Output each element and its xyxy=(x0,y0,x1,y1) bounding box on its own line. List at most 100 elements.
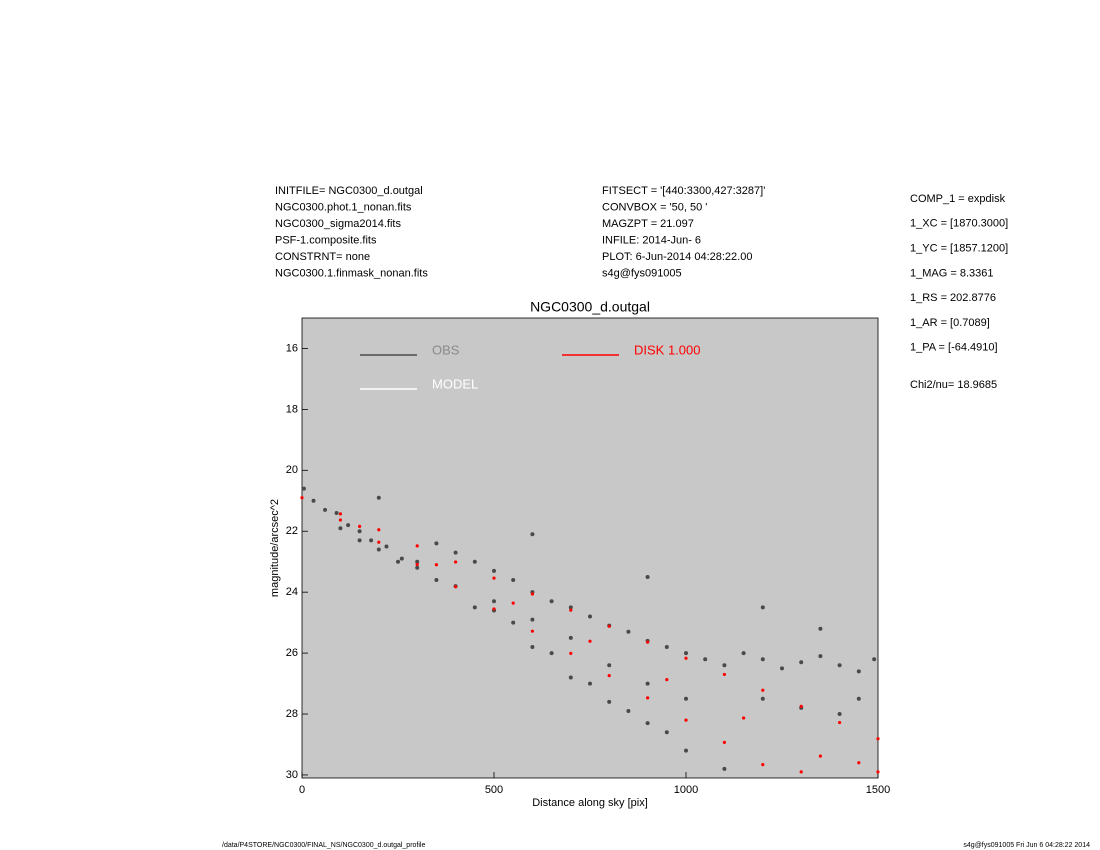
data-point xyxy=(684,718,688,722)
data-point xyxy=(323,507,328,512)
data-point xyxy=(818,626,823,631)
param-line: COMP_1 = expdisk xyxy=(910,193,1006,205)
footer-stamp: s4g@fys091005 Fri Jun 6 04:28:22 2014 xyxy=(963,842,1090,849)
param-line: 1_AR = [0.7089] xyxy=(910,317,990,329)
data-point xyxy=(665,678,669,682)
chi2: Chi2/nu= 18.9685 xyxy=(910,379,997,391)
data-point xyxy=(568,635,573,640)
data-point xyxy=(799,704,803,709)
data-point xyxy=(384,544,389,549)
x-tick-label: 0 xyxy=(299,784,305,796)
data-point xyxy=(454,585,458,589)
x-tick-label: 500 xyxy=(485,784,503,796)
data-point xyxy=(761,688,765,692)
data-point xyxy=(568,675,573,680)
data-point xyxy=(607,624,611,628)
data-point xyxy=(530,645,535,650)
header-line: FITSECT = '[440:3300,427:3287]' xyxy=(602,185,765,197)
data-point xyxy=(415,562,419,567)
data-point xyxy=(645,681,650,686)
data-point xyxy=(760,696,765,701)
data-point xyxy=(334,510,339,515)
x-tick-label: 1500 xyxy=(866,784,890,796)
data-point xyxy=(530,532,535,537)
data-point xyxy=(415,565,420,570)
data-point xyxy=(434,541,439,546)
data-point xyxy=(472,559,477,564)
data-point xyxy=(415,544,419,548)
data-point xyxy=(568,605,573,610)
header: INITFILE= NGC0300_d.outgal NGC0300.phot.1… xyxy=(275,185,1008,391)
data-point xyxy=(837,663,842,668)
data-point xyxy=(530,629,535,633)
data-point xyxy=(876,770,880,774)
data-point xyxy=(646,696,650,700)
plot: OBS MODEL DISK 1.000 xyxy=(300,342,880,778)
data-point xyxy=(588,681,592,686)
data-point xyxy=(741,651,746,656)
data-point xyxy=(472,605,477,610)
header-line: INITFILE= NGC0300_d.outgal xyxy=(275,185,423,197)
data-point xyxy=(742,716,746,720)
data-point xyxy=(761,762,765,767)
data-point xyxy=(300,496,304,500)
header-line: NGC0300.phot.1_nonan.fits xyxy=(275,201,412,213)
data-point xyxy=(376,547,381,552)
data-point xyxy=(511,620,516,625)
data-point xyxy=(492,607,496,611)
data-point xyxy=(301,486,306,491)
y-tick-label: 24 xyxy=(286,586,298,598)
data-point xyxy=(357,529,362,534)
data-point xyxy=(588,614,592,619)
chart-title: NGC0300_d.outgal xyxy=(530,299,650,315)
data-point xyxy=(311,498,316,503)
header-line: MAGZPT = 21.097 xyxy=(602,218,694,230)
data-point xyxy=(645,574,650,579)
header-line: CONVBOX = '50, 50 ' xyxy=(602,201,707,213)
data-point xyxy=(760,657,765,662)
data-point xyxy=(703,657,708,662)
data-point xyxy=(377,528,381,532)
y-tick-label: 30 xyxy=(286,769,298,781)
param-line: 1_RS = 202.8776 xyxy=(910,292,996,304)
data-point xyxy=(511,601,515,605)
data-point xyxy=(453,550,458,555)
data-point xyxy=(607,674,611,678)
data-point xyxy=(722,672,727,677)
y-tick-label: 26 xyxy=(286,647,298,659)
data-point xyxy=(511,577,516,582)
data-point xyxy=(684,696,688,701)
legend-label: MODEL xyxy=(432,376,478,391)
data-point xyxy=(645,721,650,726)
data-point xyxy=(818,654,823,659)
data-point xyxy=(454,560,458,564)
header-line: INFILE: 2014-Jun- 6 xyxy=(602,234,701,246)
data-point xyxy=(684,656,688,660)
data-point xyxy=(722,766,727,771)
data-point xyxy=(346,523,351,528)
data-point xyxy=(549,651,554,656)
data-point xyxy=(818,754,823,758)
y-tick-label: 16 xyxy=(286,342,298,354)
data-point xyxy=(376,495,381,500)
param-line: 1_YC = [1857.1200] xyxy=(910,243,1008,255)
footer-path: /data/P4STORE/NGC0300/FINAL_NS/NGC0300_d… xyxy=(222,842,425,849)
y-tick-label: 22 xyxy=(286,525,298,537)
data-point xyxy=(626,708,631,713)
header-line: CONSTRNT= none xyxy=(275,251,370,263)
data-point xyxy=(492,576,496,580)
param-line: 1_PA = [-64.4910] xyxy=(910,342,998,354)
x-tick-label: 1000 xyxy=(674,784,698,796)
data-point xyxy=(607,663,612,668)
y-axis-label: magnitude/arcsec^2 xyxy=(269,499,281,597)
data-point xyxy=(799,660,804,665)
data-point xyxy=(492,568,496,573)
param-line: 1_MAG = 8.3361 xyxy=(910,267,993,279)
header-line: PLOT: 6-Jun-2014 04:28:22.00 xyxy=(602,251,752,263)
data-point xyxy=(415,559,420,564)
param-line: 1_XC = [1870.3000] xyxy=(910,218,1008,230)
data-point xyxy=(357,538,362,543)
data-point xyxy=(837,712,842,717)
data-point xyxy=(799,770,803,774)
